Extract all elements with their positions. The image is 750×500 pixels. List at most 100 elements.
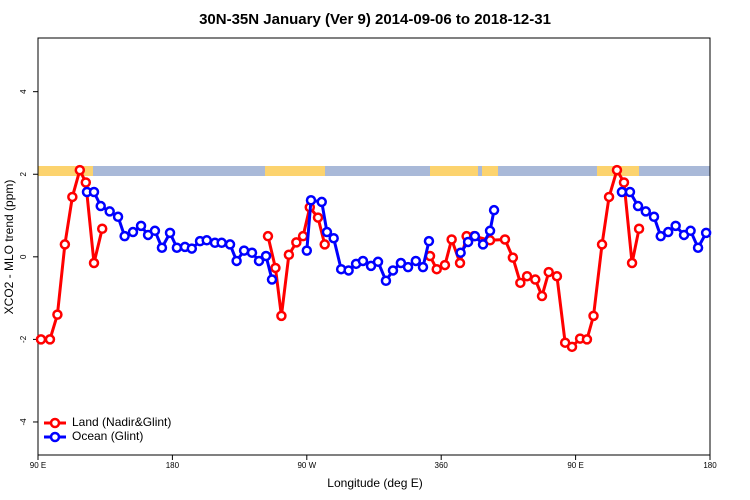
data-point — [319, 239, 330, 250]
data-point — [112, 211, 124, 223]
data-point — [515, 277, 526, 289]
chart-title: 30N-35N January (Ver 9) 2014-09-06 to 20… — [199, 11, 551, 28]
data-point — [633, 223, 645, 234]
data-point — [469, 230, 481, 242]
data-point — [507, 252, 519, 263]
data-point — [488, 204, 500, 216]
x-tick-label: 90 W — [297, 461, 316, 470]
data-point — [297, 230, 309, 242]
data-point — [499, 234, 511, 245]
data-point — [543, 266, 554, 278]
data-point — [44, 334, 56, 345]
data-point — [551, 270, 563, 282]
data-point — [96, 223, 108, 234]
data-point — [59, 239, 71, 250]
data-point — [439, 259, 451, 271]
data-point — [312, 212, 324, 223]
data-point — [387, 265, 399, 276]
legend-label: Land (Nadir&Glint) — [72, 415, 171, 429]
data-point — [262, 230, 274, 242]
x-tick-label: 180 — [703, 461, 717, 470]
y-tick-label: -4 — [19, 418, 28, 426]
data-point — [74, 164, 86, 176]
data-point — [626, 257, 638, 269]
legend-marker — [49, 417, 61, 429]
data-point — [446, 234, 457, 245]
data-point — [186, 243, 198, 254]
legend-marker — [49, 431, 61, 443]
data-point — [253, 255, 265, 267]
data-point — [301, 245, 313, 256]
data-point — [316, 196, 327, 208]
data-point — [380, 275, 392, 287]
data-point — [477, 239, 489, 250]
data-point — [484, 225, 496, 237]
data-point — [52, 309, 63, 320]
data-point — [624, 186, 636, 198]
data-point — [305, 195, 317, 206]
x-tick-label: 90 E — [30, 461, 46, 470]
data-point — [231, 255, 242, 267]
ocean-strip — [38, 166, 710, 176]
data-point — [135, 220, 147, 232]
data-point — [618, 177, 630, 188]
data-point — [455, 247, 466, 258]
data-point — [291, 237, 302, 248]
land-strip — [38, 166, 93, 176]
land-strip — [265, 166, 325, 176]
legend: Land (Nadir&Glint)Ocean (Glint) — [44, 415, 171, 443]
data-point — [402, 261, 414, 273]
data-point — [692, 242, 704, 253]
data-point — [171, 242, 183, 253]
x-tick-label: 90 E — [567, 461, 583, 470]
land-strip — [430, 166, 478, 176]
data-point — [616, 186, 628, 198]
data-point — [685, 225, 696, 237]
data-point — [431, 263, 442, 275]
data-point — [276, 310, 287, 322]
data-point — [201, 235, 212, 246]
plot-frame — [37, 37, 711, 456]
data-point — [156, 242, 168, 253]
y-axis-title: XCO2 - MLO trend (ppm) — [2, 180, 16, 315]
data-point — [67, 191, 78, 203]
data-point — [149, 225, 161, 237]
land-mask-strip — [38, 166, 710, 176]
data-point — [603, 191, 615, 203]
data-point — [246, 247, 258, 258]
y-tick-label: 4 — [19, 89, 28, 94]
y-tick-label: 0 — [19, 254, 28, 259]
data-point — [328, 232, 339, 244]
data-point — [35, 334, 47, 345]
data-point — [80, 177, 92, 188]
data-point — [216, 237, 227, 249]
data-point — [655, 230, 666, 242]
data-point — [372, 256, 384, 268]
data-point — [321, 226, 333, 238]
data-point — [640, 206, 652, 217]
y-tick-label: 2 — [19, 171, 28, 176]
data-point — [270, 262, 281, 274]
data-point — [581, 334, 593, 345]
data-point — [611, 164, 623, 176]
x-tick-label: 360 — [435, 461, 449, 470]
data-point — [224, 239, 236, 250]
data-point — [700, 227, 712, 239]
legend-label: Ocean (Glint) — [72, 429, 143, 443]
data-point — [588, 310, 599, 322]
data-point — [104, 206, 115, 217]
data-point — [88, 186, 100, 198]
data-point — [596, 239, 608, 250]
data-point — [530, 274, 541, 285]
data-point — [462, 236, 474, 248]
data-point — [648, 211, 660, 223]
data-point — [88, 257, 100, 269]
data-point — [343, 265, 354, 276]
x-tick-label: 180 — [166, 461, 180, 470]
data-point — [566, 341, 578, 353]
y-tick-label: -2 — [19, 335, 28, 343]
data-point — [164, 227, 176, 239]
land-strip — [482, 166, 498, 176]
data-point — [357, 255, 369, 267]
